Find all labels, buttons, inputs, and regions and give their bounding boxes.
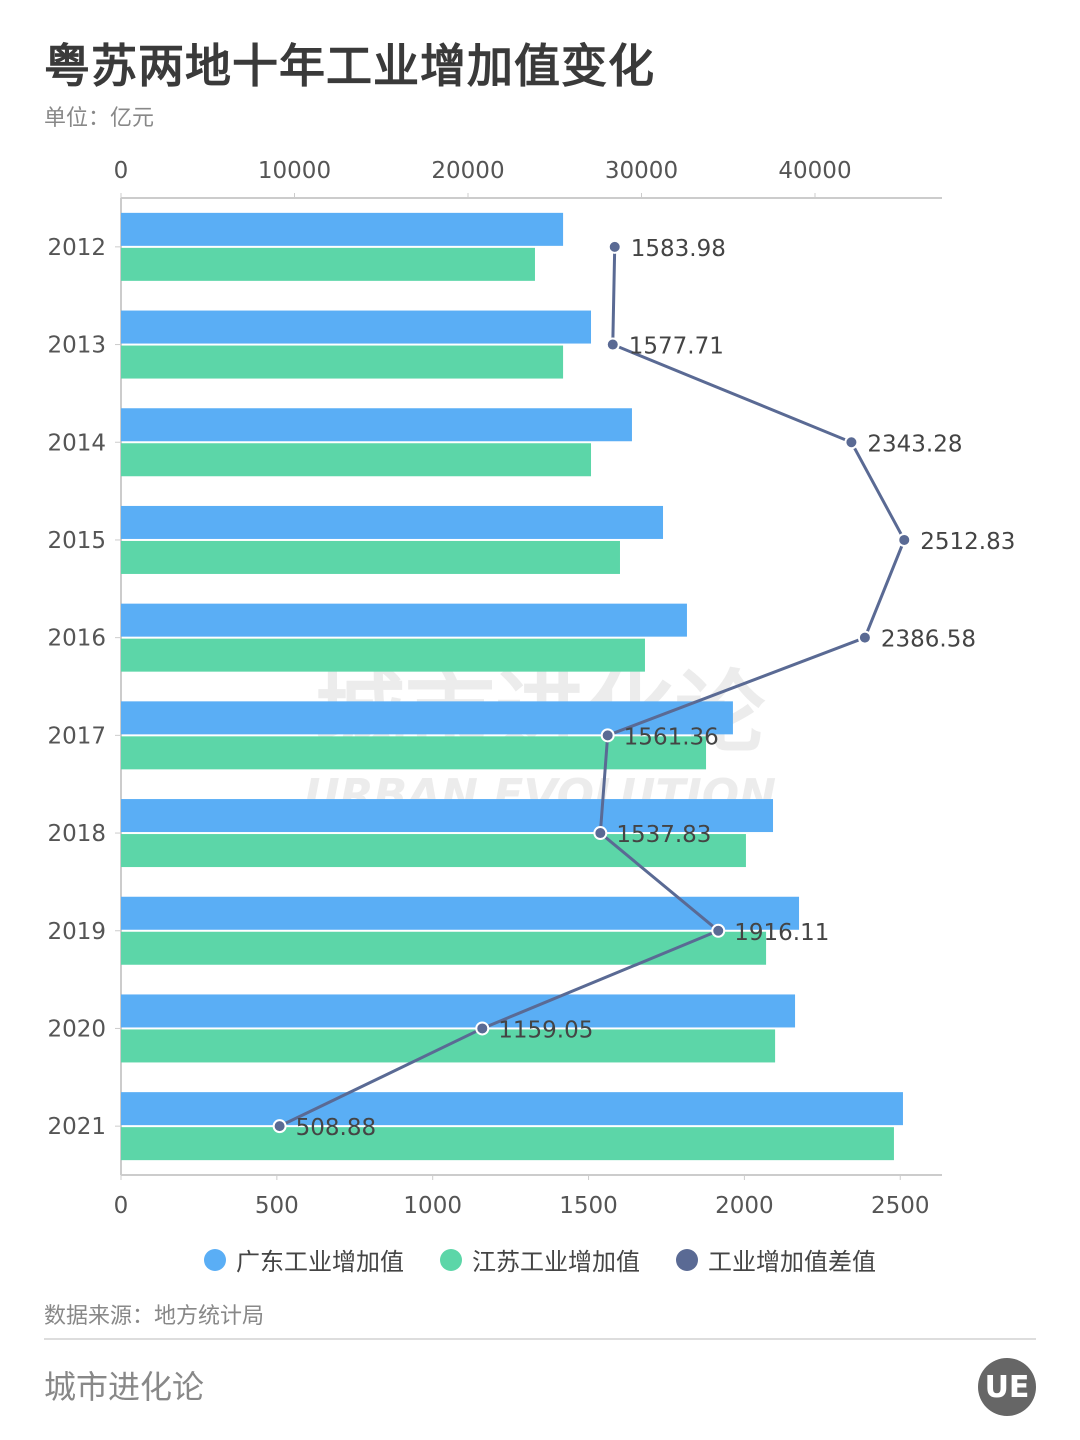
legend-item-jiangsu[interactable]: 江苏工业增加值: [440, 1242, 640, 1277]
bar-guangdong: [121, 505, 664, 539]
bar-guangdong: [121, 212, 564, 246]
difference-label: 1159.05: [498, 1017, 593, 1043]
difference-label: 1583.98: [631, 236, 726, 262]
bar-jiangsu: [121, 834, 746, 868]
bar-guangdong: [121, 994, 796, 1028]
bottom-tick-label: 1000: [403, 1193, 462, 1219]
difference-label: 2386.58: [881, 627, 976, 653]
chart-title: 粤苏两地十年工业增加值变化: [44, 39, 655, 93]
brand-name: 城市进化论: [44, 1368, 205, 1406]
bar-guangdong: [121, 603, 687, 637]
difference-point: [711, 923, 726, 938]
legend-item-difference[interactable]: 工业增加值差值: [676, 1242, 876, 1277]
bottom-tick-label: 500: [255, 1193, 299, 1219]
bottom-tick-label: 0: [114, 1193, 129, 1219]
brand-logo: UE: [978, 1358, 1036, 1416]
difference-point: [475, 1021, 490, 1036]
bar-jiangsu: [121, 736, 707, 770]
bar-guangdong: [121, 310, 592, 344]
category-label: 2020: [47, 1016, 106, 1042]
bar-guangdong: [121, 701, 733, 735]
category-label: 2014: [47, 430, 106, 456]
difference-label: 2512.83: [920, 529, 1015, 555]
category-label: 2019: [47, 919, 106, 945]
legend: 广东工业增加值 江苏工业增加值 工业增加值差值: [0, 1242, 1080, 1277]
bottom-tick-label: 2000: [715, 1193, 774, 1219]
bar-jiangsu: [121, 1127, 894, 1161]
difference-point: [272, 1119, 287, 1134]
category-label: 2021: [47, 1114, 106, 1140]
category-label: 2018: [47, 821, 106, 847]
legend-label: 工业增加值差值: [708, 1248, 876, 1276]
legend-label: 江苏工业增加值: [472, 1248, 640, 1276]
top-tick-label: 20000: [431, 158, 504, 184]
bar-jiangsu: [121, 638, 645, 672]
source-note: 数据来源：地方统计局: [44, 1304, 265, 1329]
difference-line: [278, 246, 906, 1128]
bar-jiangsu: [121, 345, 564, 379]
category-label: 2013: [47, 333, 106, 359]
bar-guangdong: [121, 799, 774, 833]
difference-label: 1537.83: [616, 822, 711, 848]
difference-point: [897, 532, 912, 547]
category-label: 2012: [47, 235, 106, 261]
category-label: 2015: [47, 528, 106, 554]
legend-dot: [204, 1248, 226, 1271]
difference-label: 508.88: [296, 1115, 376, 1141]
legend-dot: [440, 1248, 462, 1271]
difference-point: [844, 435, 859, 450]
top-tick-label: 30000: [605, 158, 678, 184]
unit-label: 单位：亿元: [44, 106, 155, 131]
bar-jiangsu: [121, 247, 535, 281]
difference-point: [600, 728, 615, 743]
bar-jiangsu: [121, 931, 767, 965]
legend-label: 广东工业增加值: [236, 1248, 404, 1276]
bottom-tick-label: 1500: [559, 1193, 618, 1219]
difference-label: 1916.11: [734, 920, 829, 946]
difference-point: [857, 630, 872, 645]
difference-point: [605, 337, 620, 352]
legend-item-guangdong[interactable]: 广东工业增加值: [204, 1242, 404, 1277]
top-tick-label: 40000: [778, 158, 851, 184]
bar-guangdong: [121, 408, 632, 442]
top-tick-label: 10000: [258, 158, 331, 184]
divider: [44, 1338, 1036, 1340]
difference-point: [607, 239, 622, 254]
bottom-tick-label: 2500: [871, 1193, 930, 1219]
difference-point: [593, 826, 608, 841]
top-tick-label: 0: [114, 158, 129, 184]
legend-dot: [676, 1248, 698, 1271]
bar-jiangsu: [121, 443, 592, 477]
bar-guangdong: [121, 1092, 903, 1126]
difference-label: 2343.28: [867, 431, 962, 457]
difference-label: 1577.71: [629, 334, 724, 360]
category-label: 2017: [47, 723, 106, 749]
difference-label: 1561.36: [624, 724, 719, 750]
chart-svg: 0 10000 20000 30000 40000 0 500 1000 1500 2000 250…: [47, 158, 1015, 1219]
category-label: 2016: [47, 626, 106, 652]
bar-jiangsu: [121, 540, 620, 574]
